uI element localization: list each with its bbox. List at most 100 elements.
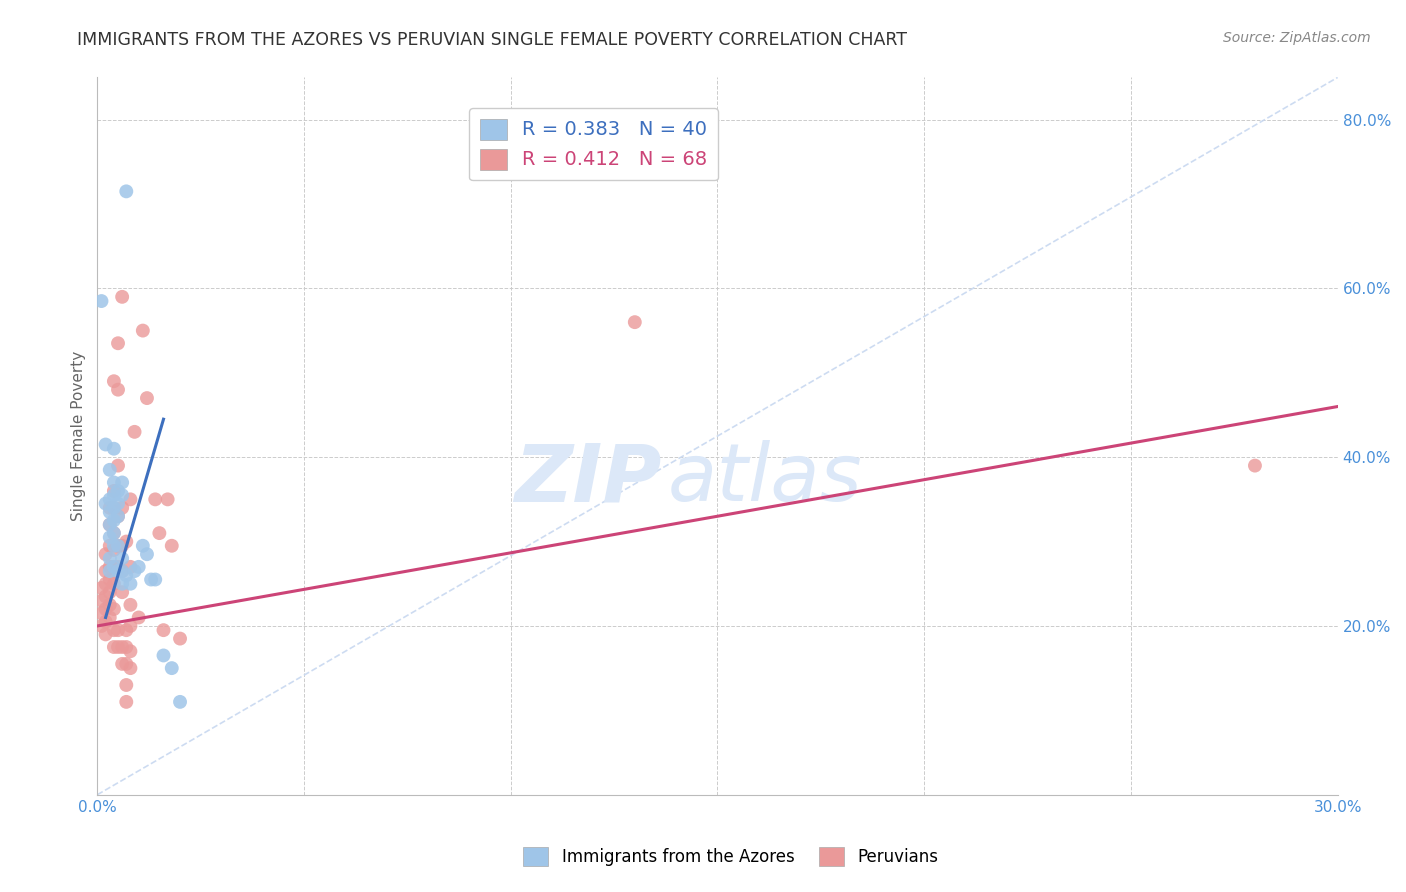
Point [98,463,121,477]
Y-axis label: Single Female Poverty: Single Female Poverty [72,351,86,521]
Point [160,661,183,675]
Point [98,559,121,574]
Point [107,483,129,498]
Point [103,623,125,637]
Point [107,509,129,524]
Point [111,564,134,578]
Point [98,573,121,587]
Point [103,475,125,490]
Point [124,425,146,439]
Point [136,547,159,561]
Point [107,564,129,578]
Point [103,602,125,616]
Point [107,539,129,553]
Point [94,627,117,641]
Point [107,559,129,574]
Point [115,185,138,199]
Point [98,505,121,519]
Point [94,615,117,629]
Point [1244,458,1267,473]
Point [103,500,125,515]
Point [90,581,112,595]
Point [136,391,159,405]
Point [156,492,179,507]
Point [115,534,138,549]
Point [98,539,121,553]
Point [98,530,121,544]
Point [148,526,170,541]
Text: ZIP: ZIP [515,440,662,518]
Point [169,632,191,646]
Point [107,497,129,511]
Text: IMMIGRANTS FROM THE AZORES VS PERUVIAN SINGLE FEMALE POVERTY CORRELATION CHART: IMMIGRANTS FROM THE AZORES VS PERUVIAN S… [77,31,907,49]
Point [143,573,166,587]
Point [111,551,134,566]
Point [107,383,129,397]
Point [98,564,121,578]
Point [90,619,112,633]
Point [624,315,647,329]
Point [94,437,117,451]
Point [107,458,129,473]
Point [132,539,155,553]
Point [115,695,138,709]
Point [103,513,125,527]
Point [94,497,117,511]
Point [139,573,162,587]
Point [90,294,112,309]
Point [103,374,125,388]
Point [103,640,125,654]
Point [115,568,138,582]
Point [94,547,117,561]
Point [120,619,142,633]
Point [98,517,121,532]
Point [115,623,138,637]
Point [120,661,142,675]
Point [115,678,138,692]
Point [94,564,117,578]
Legend: R = 0.383   N = 40, R = 0.412   N = 68: R = 0.383 N = 40, R = 0.412 N = 68 [470,108,717,180]
Point [124,564,146,578]
Point [152,623,174,637]
Point [111,475,134,490]
Point [120,559,142,574]
Point [94,576,117,591]
Point [98,610,121,624]
Point [120,492,142,507]
Point [103,576,125,591]
Point [98,492,121,507]
Point [103,442,125,456]
Point [103,559,125,574]
Point [98,598,121,612]
Point [111,576,134,591]
Point [128,559,150,574]
Point [103,500,125,515]
Point [103,488,125,502]
Text: Source: ZipAtlas.com: Source: ZipAtlas.com [1223,31,1371,45]
Point [169,695,191,709]
Point [111,539,134,553]
Point [115,657,138,671]
Point [111,564,134,578]
Point [98,585,121,599]
Point [107,623,129,637]
Point [120,644,142,658]
Point [152,648,174,663]
Point [98,500,121,515]
Point [103,543,125,558]
Point [98,551,121,566]
Point [90,607,112,621]
Point [111,500,134,515]
Point [107,640,129,654]
Point [111,640,134,654]
Point [115,640,138,654]
Point [111,488,134,502]
Point [107,509,129,524]
Point [111,585,134,599]
Point [120,598,142,612]
Point [103,526,125,541]
Point [103,526,125,541]
Point [107,539,129,553]
Point [107,336,129,351]
Point [160,539,183,553]
